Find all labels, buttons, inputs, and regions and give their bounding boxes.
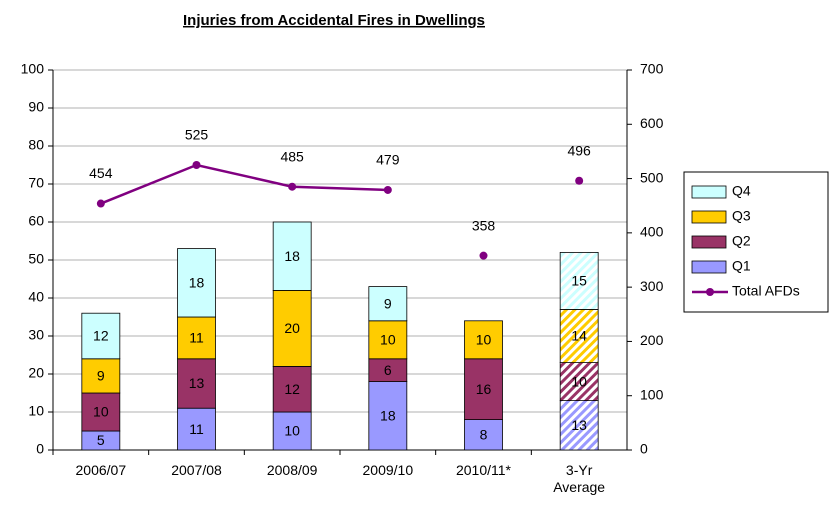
y2-tick-label: 0	[640, 441, 648, 457]
data-label: 13	[571, 417, 587, 433]
data-label: 14	[571, 328, 587, 344]
data-label: 6	[384, 362, 392, 378]
data-label: 12	[93, 328, 109, 344]
y2-tick-label: 500	[640, 169, 664, 185]
y-tick-label: 100	[21, 61, 45, 77]
line-marker	[192, 161, 201, 169]
legend-swatch	[691, 260, 727, 274]
data-label: 479	[376, 152, 400, 168]
bar-segment	[464, 358, 503, 420]
bar-segment	[177, 358, 216, 409]
data-label: 485	[280, 148, 304, 164]
data-label: 18	[284, 248, 300, 264]
line-marker	[575, 176, 584, 185]
x-tick-label: 2008/09	[266, 462, 318, 478]
legend-label: Total AFDs	[732, 283, 800, 299]
data-label: 12	[284, 381, 300, 397]
y-tick-label: 20	[28, 365, 44, 381]
bar-segment	[368, 320, 408, 360]
legend-label: Q2	[732, 233, 751, 249]
data-label: 10	[571, 373, 587, 389]
y2-tick-label: 300	[640, 278, 664, 294]
bar-segment	[177, 407, 216, 451]
y-tick-label: 10	[28, 403, 44, 419]
bar-segment	[81, 358, 121, 394]
line-marker	[383, 185, 392, 194]
x-tick-label: 2007/08	[171, 462, 222, 478]
bar-segment	[272, 411, 312, 451]
bar-segment	[177, 316, 216, 360]
bar-segment	[559, 251, 599, 310]
bar-segment	[272, 289, 312, 367]
data-label: 10	[380, 332, 396, 348]
data-label: 9	[97, 368, 105, 384]
legend-swatch	[691, 235, 727, 249]
y-tick-label: 50	[28, 251, 44, 267]
data-label: 454	[89, 165, 113, 181]
line-marker	[288, 182, 297, 191]
y-tick-label: 80	[28, 137, 44, 153]
legend-label: Q3	[732, 208, 751, 224]
data-label: 525	[185, 127, 209, 143]
x-tick-label: 3-Yr Average	[553, 462, 606, 495]
x-tick-label: 2006/07	[75, 462, 127, 478]
y-tick-label: 30	[28, 327, 44, 343]
data-label: 20	[284, 320, 300, 336]
y-tick-label: 60	[28, 213, 44, 229]
y2-tick-label: 200	[640, 332, 664, 348]
data-label: 18	[380, 408, 396, 424]
data-label: 13	[189, 375, 205, 391]
line	[100, 163, 388, 205]
line-marker	[479, 251, 488, 260]
data-label: 496	[567, 142, 591, 158]
bar-segment	[368, 286, 408, 322]
data-label: 5	[97, 432, 105, 448]
legend-swatch	[691, 185, 727, 199]
y2-tick-label: 700	[640, 61, 664, 77]
legend-marker	[706, 288, 714, 296]
bar-segment	[464, 320, 503, 360]
y-tick-label: 70	[28, 175, 44, 191]
data-label: 18	[189, 275, 205, 291]
y-tick-label: 90	[28, 99, 44, 115]
legend-label: Q4	[732, 183, 751, 199]
legend-label: Q1	[732, 258, 751, 274]
data-label: 9	[384, 295, 392, 311]
bar-segment	[177, 248, 216, 318]
y-tick-label: 40	[28, 289, 44, 305]
data-label: 10	[284, 423, 300, 439]
data-label: 11	[189, 330, 204, 346]
y-tick-label: 0	[36, 441, 44, 457]
y2-tick-label: 400	[640, 224, 664, 240]
data-label: 11	[189, 421, 204, 437]
line-marker	[96, 199, 105, 208]
bar-segment	[559, 362, 599, 402]
data-label: 16	[476, 381, 492, 397]
legend-swatch	[691, 210, 727, 224]
bar-segment	[559, 308, 599, 363]
bar-segment	[272, 365, 312, 413]
data-label: 10	[476, 332, 492, 348]
bar-segment	[81, 312, 121, 360]
x-tick-label: 2010/11*	[455, 462, 511, 478]
bar-segment	[272, 221, 312, 291]
y2-tick-label: 600	[640, 115, 664, 131]
x-tick-label: 2009/10	[362, 462, 414, 478]
data-label: 15	[571, 273, 587, 289]
data-label: 358	[472, 217, 496, 233]
data-label: 10	[93, 404, 109, 420]
y2-tick-label: 100	[640, 386, 664, 402]
chart-title: Injuries from Accidental Fires in Dwelli…	[183, 12, 485, 29]
data-label: 8	[480, 427, 488, 443]
